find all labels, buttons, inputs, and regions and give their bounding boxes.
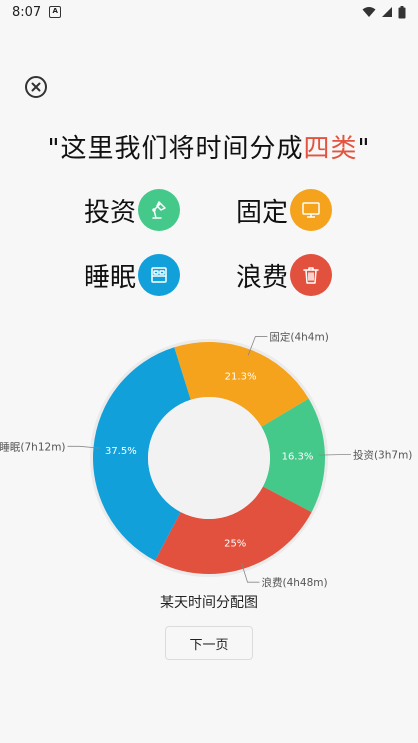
donut-slice [93,347,191,561]
donut-slice [261,398,325,513]
category-sleep: 睡眠 [84,254,181,296]
status-time: 8:07 [12,4,42,20]
slice-leader-line [67,445,100,449]
monitor-icon [290,189,333,231]
signal-icon [382,7,392,17]
close-icon [31,82,41,92]
category-label: 固定 [236,197,289,228]
slice-name-label: 固定(4h4m) [269,331,328,344]
donut-slice [155,486,312,574]
status-icons [362,5,406,19]
slice-leader-line [241,562,260,583]
slice-percent-label: 37.5% [105,446,137,457]
slice-percent-label: 25% [224,539,246,550]
bed-icon [138,254,181,296]
slice-leader-line [318,454,351,456]
donut-chart-svg: 16.3% 投资(3h7m) 25% 浪费(4h48m) 37.5% 睡眠(7h12m) 2… [0,331,412,590]
headline-accent: 四类 [303,134,358,164]
headline: "这里我们将时间分成四类" [0,128,418,165]
slice-name-label: 投资(3h7m) [353,449,412,462]
donut-hole [148,397,270,519]
battery-icon [398,5,406,18]
slice-name-label: 浪费(4h48m) [261,576,327,589]
chart-title: 某天时间分配图 [160,595,258,611]
trash-icon [290,254,333,296]
donut-slice [174,342,309,427]
category-label: 睡眠 [84,262,137,293]
slice-leader-line [247,336,268,356]
headline-suffix: " [357,134,371,164]
lamp-icon [138,189,181,231]
category-fixed: 固定 [236,189,333,231]
wifi-icon [362,7,376,17]
time-donut-chart: 16.3% 投资(3h7m) 25% 浪费(4h48m) 37.5% 睡眠(7h12m) 2… [0,320,418,590]
close-button[interactable] [25,76,47,98]
category-waste: 浪费 [236,254,333,296]
slice-name-label: 睡眠(7h12m) [0,440,66,453]
category-invest: 投资 [84,189,181,231]
slice-percent-label: 21.3% [225,371,257,382]
status-bar: 8:07 A [0,0,418,24]
headline-prefix: "这里我们将时间分成 [47,134,304,164]
slice-percent-label: 16.3% [282,452,314,463]
notification-icon: A [49,6,62,18]
status-left: 8:07 A [12,4,62,20]
category-label: 投资 [84,197,137,228]
next-page-button[interactable]: 下一页 [165,626,253,660]
category-label: 浪费 [236,262,289,293]
